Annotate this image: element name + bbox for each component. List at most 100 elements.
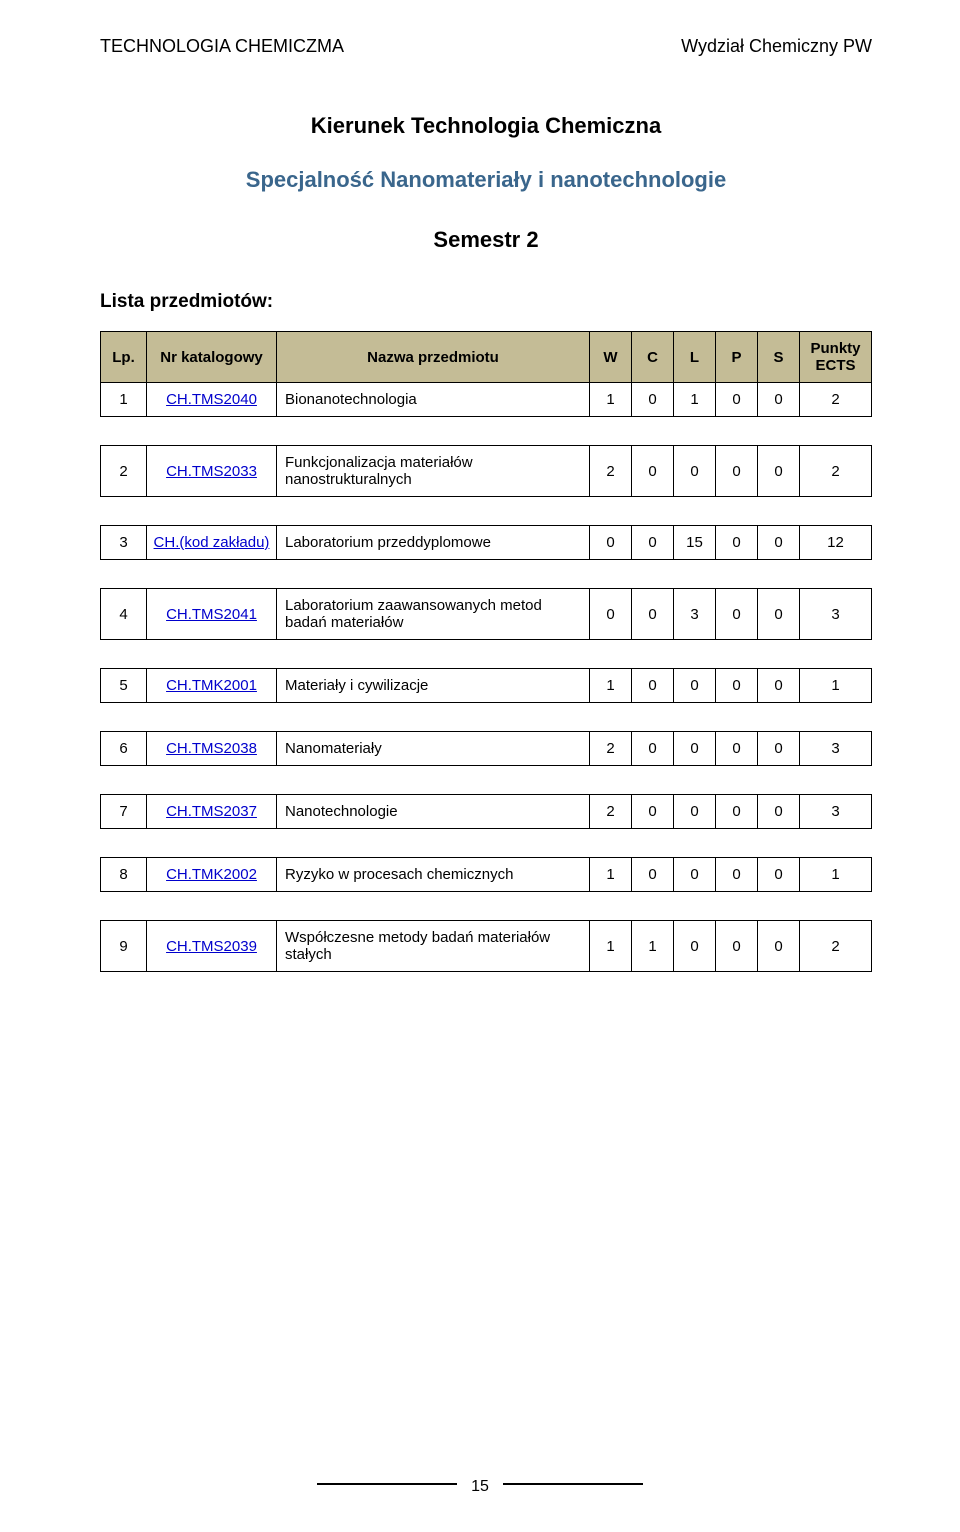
semester-heading: Semestr 2 (100, 227, 872, 253)
cell-w: 2 (590, 732, 632, 766)
course-code-link[interactable]: CH.TMS2033 (166, 463, 257, 480)
cell-c: 0 (632, 669, 674, 703)
table-row: 2 CH.TMS2033 Funkcjonalizacja materiałów… (100, 445, 872, 497)
col-p: P (716, 332, 758, 383)
course-code-link[interactable]: CH.TMS2037 (166, 803, 257, 820)
table-row: 4 CH.TMS2041 Laboratorium zaawansowanych… (100, 588, 872, 640)
cell-p: 0 (716, 669, 758, 703)
cell-w: 1 (590, 858, 632, 892)
cell-name: Laboratorium zaawansowanych metod badań … (277, 589, 590, 640)
cell-lp: 4 (101, 589, 147, 640)
cell-p: 0 (716, 383, 758, 417)
cell-lp: 2 (101, 446, 147, 497)
cell-c: 0 (632, 732, 674, 766)
cell-w: 1 (590, 921, 632, 972)
cell-w: 2 (590, 446, 632, 497)
col-name: Nazwa przedmiotu (277, 332, 590, 383)
table-row: 7 CH.TMS2037 Nanotechnologie 2 0 0 0 0 3 (100, 794, 872, 829)
list-label: Lista przedmiotów: (100, 291, 872, 313)
cell-p: 0 (716, 526, 758, 560)
running-header: TECHNOLOGIA CHEMICZMA Wydział Chemiczny … (100, 36, 872, 57)
cell-s: 0 (758, 732, 800, 766)
cell-code: CH.TMS2033 (147, 446, 277, 497)
table-row: 6 CH.TMS2038 Nanomateriały 2 0 0 0 0 3 (100, 731, 872, 766)
cell-lp: 3 (101, 526, 147, 560)
course-code-link[interactable]: CH.TMS2038 (166, 740, 257, 757)
cell-ects: 2 (800, 383, 872, 417)
footer-rule-right (503, 1483, 643, 1485)
cell-c: 0 (632, 383, 674, 417)
course-code-link[interactable]: CH.TMK2001 (166, 677, 257, 694)
cell-ects: 1 (800, 858, 872, 892)
cell-c: 0 (632, 858, 674, 892)
cell-p: 0 (716, 589, 758, 640)
page-footer: 15 (0, 1478, 960, 1496)
cell-c: 1 (632, 921, 674, 972)
cell-ects: 2 (800, 921, 872, 972)
cell-s: 0 (758, 383, 800, 417)
cell-name: Nanotechnologie (277, 795, 590, 829)
cell-c: 0 (632, 446, 674, 497)
table-row: 9 CH.TMS2039 Współczesne metody badań ma… (100, 920, 872, 972)
cell-name: Funkcjonalizacja materiałów nanostruktur… (277, 446, 590, 497)
course-rows-container: 2 CH.TMS2033 Funkcjonalizacja materiałów… (100, 445, 872, 972)
cell-name: Współczesne metody badań materiałów stał… (277, 921, 590, 972)
cell-code: CH.TMS2041 (147, 589, 277, 640)
cell-lp: 6 (101, 732, 147, 766)
cell-lp: 9 (101, 921, 147, 972)
page-title: Kierunek Technologia Chemiczna (100, 113, 872, 139)
cell-l: 0 (674, 921, 716, 972)
cell-lp: 7 (101, 795, 147, 829)
col-l: L (674, 332, 716, 383)
page: TECHNOLOGIA CHEMICZMA Wydział Chemiczny … (0, 0, 960, 1532)
cell-name: Bionanotechnologia (277, 383, 590, 417)
cell-l: 15 (674, 526, 716, 560)
cell-l: 1 (674, 383, 716, 417)
cell-w: 1 (590, 669, 632, 703)
cell-lp: 8 (101, 858, 147, 892)
cell-w: 1 (590, 383, 632, 417)
cell-w: 2 (590, 795, 632, 829)
course-code-link[interactable]: CH.TMS2040 (166, 391, 257, 408)
course-code-link[interactable]: CH.TMK2002 (166, 866, 257, 883)
cell-ects: 12 (800, 526, 872, 560)
cell-ects: 1 (800, 669, 872, 703)
cell-l: 3 (674, 589, 716, 640)
cell-p: 0 (716, 858, 758, 892)
col-ects: Punkty ECTS (800, 332, 872, 383)
footer-rule-left (317, 1483, 457, 1485)
cell-s: 0 (758, 921, 800, 972)
cell-p: 0 (716, 921, 758, 972)
col-s: S (758, 332, 800, 383)
cell-code: CH.TMS2037 (147, 795, 277, 829)
cell-c: 0 (632, 589, 674, 640)
cell-name: Materiały i cywilizacje (277, 669, 590, 703)
cell-lp: 1 (101, 383, 147, 417)
cell-ects: 3 (800, 795, 872, 829)
table-row: 5 CH.TMK2001 Materiały i cywilizacje 1 0… (100, 668, 872, 703)
col-code: Nr katalogowy (147, 332, 277, 383)
cell-code: CH.TMK2002 (147, 858, 277, 892)
course-code-link[interactable]: CH.TMS2041 (166, 606, 257, 623)
course-code-link[interactable]: CH.(kod zakładu) (154, 534, 270, 551)
cell-code: CH.TMS2038 (147, 732, 277, 766)
cell-ects: 2 (800, 446, 872, 497)
cell-name: Ryzyko w procesach chemicznych (277, 858, 590, 892)
cell-w: 0 (590, 526, 632, 560)
cell-code: CH.TMS2040 (147, 383, 277, 417)
cell-s: 0 (758, 858, 800, 892)
cell-s: 0 (758, 589, 800, 640)
cell-name: Laboratorium przeddyplomowe (277, 526, 590, 560)
cell-l: 0 (674, 858, 716, 892)
cell-s: 0 (758, 795, 800, 829)
cell-p: 0 (716, 446, 758, 497)
cell-s: 0 (758, 669, 800, 703)
page-subtitle: Specjalność Nanomateriały i nanotechnolo… (100, 167, 872, 193)
course-code-link[interactable]: CH.TMS2039 (166, 938, 257, 955)
table-row: 1 CH.TMS2040 Bionanotechnologia 1 0 1 0 … (101, 383, 872, 417)
cell-l: 0 (674, 795, 716, 829)
table-header-row: Lp. Nr katalogowy Nazwa przedmiotu W C L… (101, 332, 872, 383)
cell-w: 0 (590, 589, 632, 640)
cell-c: 0 (632, 526, 674, 560)
cell-l: 0 (674, 669, 716, 703)
